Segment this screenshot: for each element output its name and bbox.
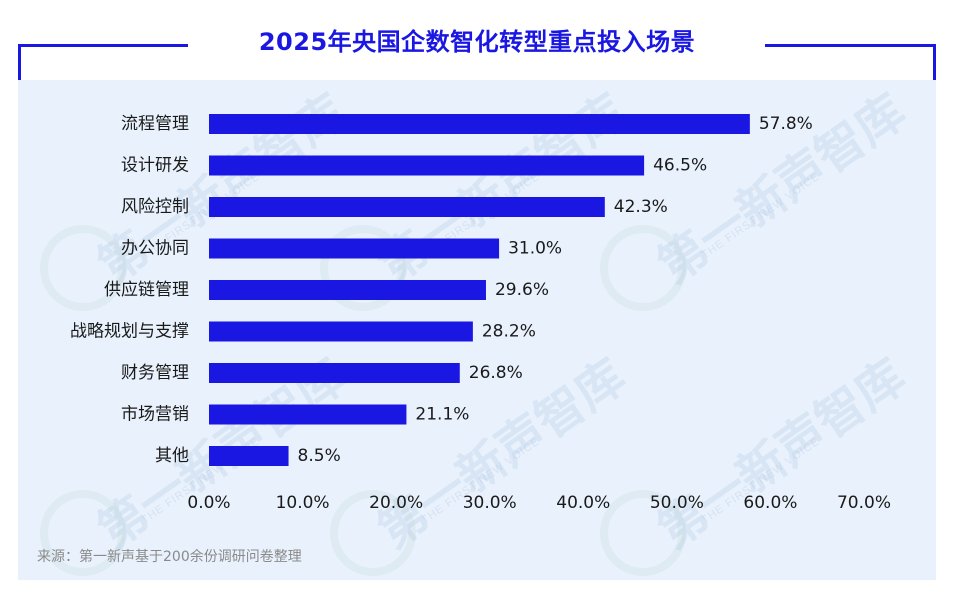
- frame-line-left: [18, 44, 21, 80]
- value-label: 26.8%: [469, 363, 523, 383]
- category-label: 市场营销: [121, 405, 189, 425]
- bar: [209, 280, 486, 300]
- value-label: 21.1%: [415, 405, 469, 425]
- value-label: 42.3%: [614, 197, 668, 217]
- category-label: 战略规划与支撑: [70, 322, 189, 342]
- category-label: 财务管理: [121, 363, 189, 383]
- bar: [209, 363, 460, 383]
- x-tick-label: 50.0%: [650, 493, 704, 513]
- bar: [209, 321, 473, 342]
- bar: [209, 155, 645, 176]
- value-label: 28.2%: [482, 322, 536, 342]
- category-label: 流程管理: [121, 114, 189, 134]
- value-label: 31.0%: [508, 239, 562, 259]
- bar: [209, 446, 289, 466]
- x-tick-label: 0.0%: [187, 493, 230, 513]
- x-tick-label: 10.0%: [276, 493, 330, 513]
- frame-line-right: [933, 44, 936, 80]
- frame-line-left-top: [18, 44, 188, 47]
- x-tick-label: 70.0%: [837, 493, 891, 513]
- chart-title: 2025年央国企数智化转型重点投入场景: [258, 28, 696, 56]
- category-label: 风险控制: [121, 197, 189, 217]
- source-note: 来源：第一新声基于200余份调研问卷整理: [37, 549, 302, 565]
- frame-line-right-top: [765, 44, 936, 47]
- bar: [209, 404, 407, 425]
- value-label: 29.6%: [495, 280, 549, 300]
- category-label: 办公协同: [121, 239, 189, 259]
- category-label: 设计研发: [121, 156, 189, 176]
- x-tick-label: 20.0%: [369, 493, 423, 513]
- value-label: 46.5%: [653, 156, 707, 176]
- x-tick-label: 40.0%: [556, 493, 610, 513]
- value-label: 57.8%: [759, 114, 813, 134]
- bar: [209, 197, 605, 217]
- category-label: 其他: [155, 446, 189, 466]
- bar: [209, 114, 750, 134]
- bar: [209, 238, 500, 259]
- value-label: 8.5%: [298, 446, 341, 466]
- x-tick-label: 60.0%: [743, 493, 797, 513]
- category-label: 供应链管理: [104, 280, 189, 300]
- x-tick-label: 30.0%: [463, 493, 517, 513]
